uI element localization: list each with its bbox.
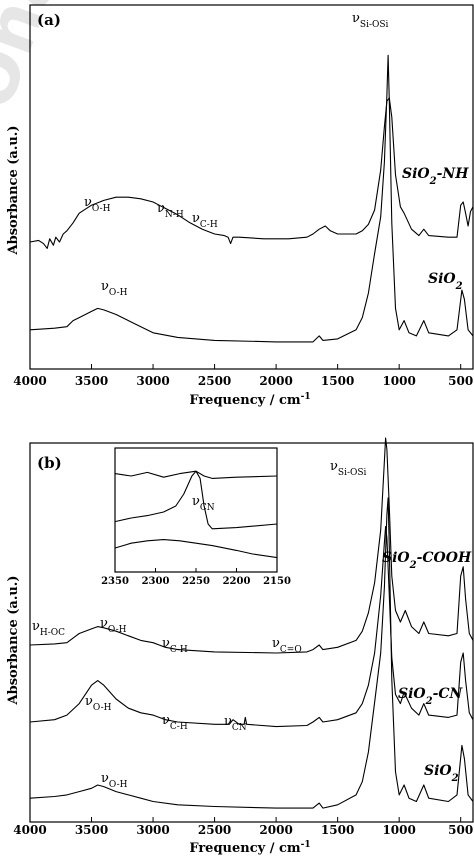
panel-b-x-tick-label-2000: 2000 xyxy=(259,823,292,837)
panel-a-ann-oh-bottom: νO-H xyxy=(101,279,128,298)
panel-a-series-label-sio2: SiO2 xyxy=(428,271,463,292)
inset-x-axis: 2350 2300 2250 2200 2150 xyxy=(101,568,291,587)
panel-a-x-axis: 4000 3500 3000 2500 2000 1500 1000 500 xyxy=(13,364,473,388)
panel-b-x-axis: 4000 3500 3000 2500 2000 1500 1000 500 xyxy=(13,817,473,837)
panel-a-traces xyxy=(29,54,474,343)
panel-b-x-tick-label-500: 500 xyxy=(448,823,473,837)
panel-b-inset: 2350 2300 2250 2200 2150 νCN xyxy=(101,447,291,587)
panel-b: (b) 4000 3500 3000 2500 2000 1500 1000 500 Freq… xyxy=(6,437,474,856)
panel-a-x-tick-label-4000: 4000 xyxy=(13,374,46,388)
panel-b-ann-oh-top: νO-H xyxy=(100,616,127,635)
panel-b-ann-oh-mid: νO-H xyxy=(85,694,112,713)
inset-x-tick-label-2200: 2200 xyxy=(223,576,251,587)
inset-x-tick-label-2150: 2150 xyxy=(263,576,291,587)
panel-b-x-tick-label-1500: 1500 xyxy=(321,823,354,837)
panel-b-x-tick-label-2500: 2500 xyxy=(198,823,231,837)
panel-a-label: (a) xyxy=(37,11,61,29)
panel-b-xlabel: Frequency / cm-1 xyxy=(189,840,310,856)
panel-a-frame xyxy=(29,4,474,370)
panel-a-trace-sio2 xyxy=(29,54,474,343)
inset-trace-1 xyxy=(114,470,278,530)
panel-b-label: (b) xyxy=(37,454,62,472)
panel-b-x-tick-label-3500: 3500 xyxy=(75,823,108,837)
inset-ann-cn: νCN xyxy=(192,494,215,513)
panel-b-x-tick-label-4000: 4000 xyxy=(13,823,46,837)
panel-a-x-tick-label-3500: 3500 xyxy=(75,374,108,388)
panel-b-series-label-sio2-cn: SiO2-CN xyxy=(398,686,464,707)
panel-b-traces xyxy=(29,437,474,809)
panel-a-ylabel: Absorbance (a.u.) xyxy=(6,126,21,256)
panel-b-x-tick-label-3000: 3000 xyxy=(136,823,169,837)
inset-x-tick-label-2300: 2300 xyxy=(142,576,170,587)
panel-a-ann-ch: νC-H xyxy=(192,211,218,230)
panel-b-trace-sio2-cooh xyxy=(29,437,474,654)
panel-b-series-label-sio2: SiO2 xyxy=(424,763,459,784)
panel-b-trace-sio2-cn xyxy=(29,525,474,728)
panel-b-ann-hoc: νH-OC xyxy=(32,619,65,638)
panel-a-ann-nh: νN-H xyxy=(157,201,184,220)
panel-b-x-tick-label-1000: 1000 xyxy=(382,823,415,837)
inset-frame xyxy=(114,447,278,573)
inset-x-tick-label-2250: 2250 xyxy=(182,576,210,587)
inset-trace-0 xyxy=(114,470,278,479)
panel-a-x-tick-label-500: 500 xyxy=(448,374,473,388)
panel-a-ann-oh-top: νO-H xyxy=(84,195,111,214)
panel-b-ann-ch-top: νC-H xyxy=(162,636,188,655)
panel-a-ann-si-osi: νSi-OSi xyxy=(352,11,389,30)
panel-a-x-tick-label-2500: 2500 xyxy=(198,374,231,388)
panel-a-xlabel: Frequency / cm-1 xyxy=(189,392,310,408)
panel-a-series-label-sio2-nh: SiO2-NH xyxy=(402,166,469,187)
inset-x-tick-label-2350: 2350 xyxy=(101,576,129,587)
panel-b-trace-sio2 xyxy=(29,497,474,809)
panel-a-x-tick-label-3000: 3000 xyxy=(136,374,169,388)
panel-b-ann-si-osi: νSi-OSi xyxy=(330,459,367,478)
panel-b-ylabel: Absorbance (a.u.) xyxy=(6,576,21,706)
panel-b-ann-co: νC=O xyxy=(272,636,302,655)
inset-traces xyxy=(114,470,278,559)
panel-a: (a) 4000 3500 3000 2500 2000 1500 1000 500 Freq… xyxy=(6,4,474,408)
panel-a-x-tick-label-1000: 1000 xyxy=(382,374,415,388)
panel-a-trace-sio2-nh xyxy=(29,97,474,249)
panel-b-series-label-sio2-cooh: SiO2-COOH xyxy=(382,550,472,571)
panel-a-x-tick-label-1500: 1500 xyxy=(321,374,354,388)
panel-b-frame xyxy=(29,442,474,823)
inset-trace-2 xyxy=(114,539,278,559)
panel-b-ann-ch-mid: νC-H xyxy=(162,713,188,732)
panel-b-ann-oh-bottom: νO-H xyxy=(101,771,128,790)
panel-a-x-tick-label-2000: 2000 xyxy=(259,374,292,388)
panel-b-ann-cn-mid: νCN xyxy=(224,714,247,733)
